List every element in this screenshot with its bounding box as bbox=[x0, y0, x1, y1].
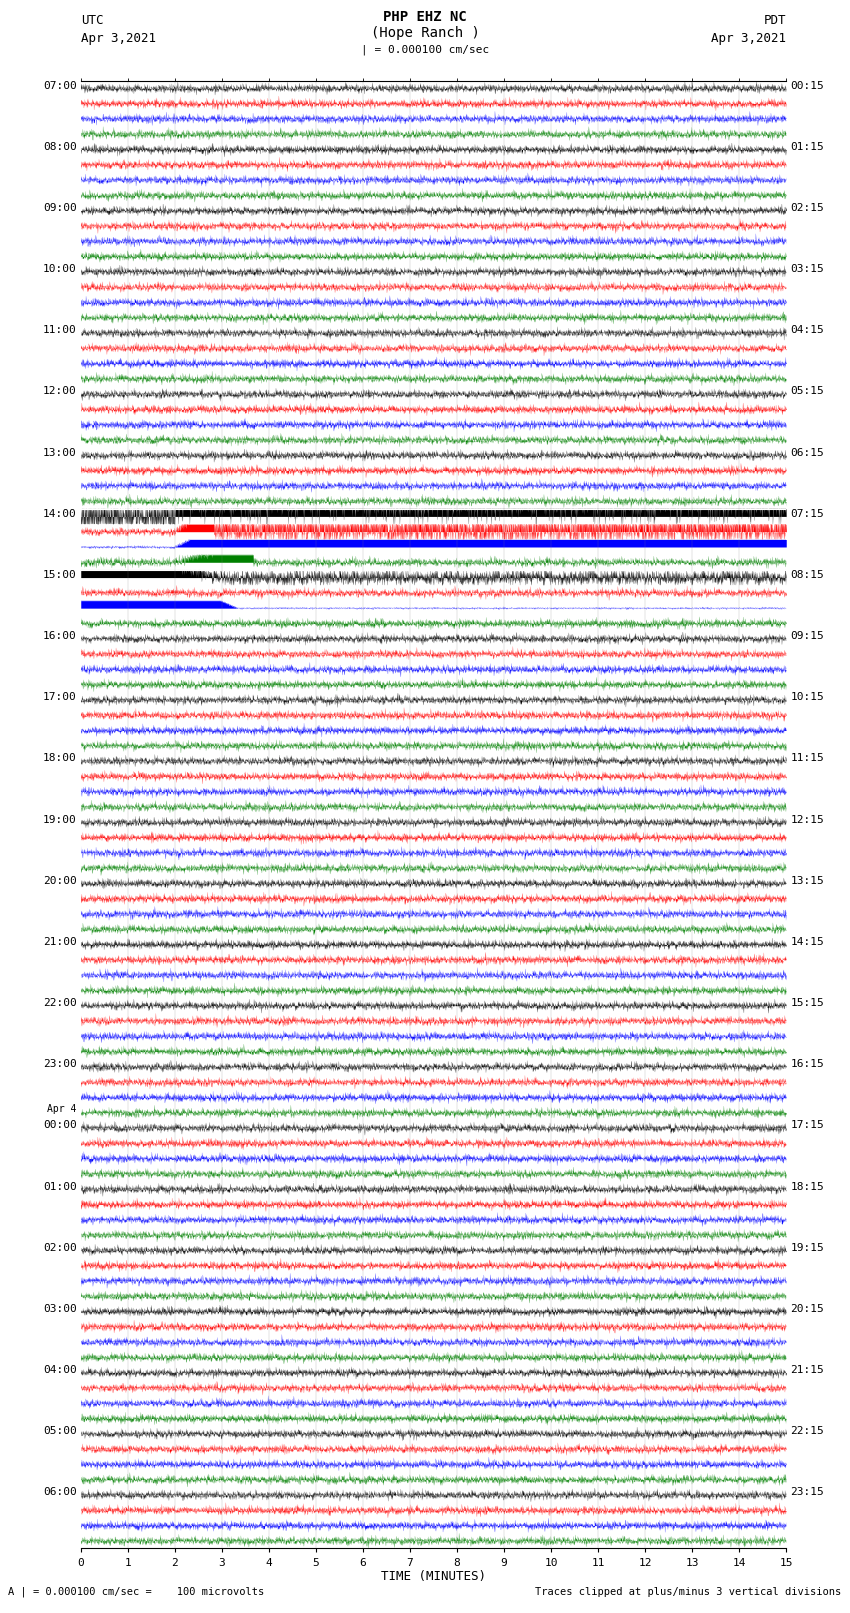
Text: 12:15: 12:15 bbox=[790, 815, 824, 824]
Text: 09:15: 09:15 bbox=[790, 631, 824, 640]
Text: 23:15: 23:15 bbox=[790, 1487, 824, 1497]
Text: 10:15: 10:15 bbox=[790, 692, 824, 702]
Text: 08:00: 08:00 bbox=[42, 142, 76, 152]
Text: 13:15: 13:15 bbox=[790, 876, 824, 886]
Text: 00:00: 00:00 bbox=[42, 1121, 76, 1131]
Text: 19:00: 19:00 bbox=[42, 815, 76, 824]
Text: 21:15: 21:15 bbox=[790, 1365, 824, 1374]
Text: 15:00: 15:00 bbox=[42, 569, 76, 581]
Text: Apr 3,2021: Apr 3,2021 bbox=[81, 32, 156, 45]
Text: 17:15: 17:15 bbox=[790, 1121, 824, 1131]
Text: 21:00: 21:00 bbox=[42, 937, 76, 947]
Text: 05:00: 05:00 bbox=[42, 1426, 76, 1436]
Text: 23:00: 23:00 bbox=[42, 1060, 76, 1069]
Text: (Hope Ranch ): (Hope Ranch ) bbox=[371, 26, 479, 40]
Text: 01:00: 01:00 bbox=[42, 1181, 76, 1192]
Text: 18:15: 18:15 bbox=[790, 1181, 824, 1192]
Text: 02:00: 02:00 bbox=[42, 1242, 76, 1253]
Text: 08:15: 08:15 bbox=[790, 569, 824, 581]
Text: 04:00: 04:00 bbox=[42, 1365, 76, 1374]
Text: 17:00: 17:00 bbox=[42, 692, 76, 702]
Text: 09:00: 09:00 bbox=[42, 203, 76, 213]
Text: 06:15: 06:15 bbox=[790, 447, 824, 458]
Text: PDT: PDT bbox=[764, 15, 786, 27]
Text: 03:00: 03:00 bbox=[42, 1303, 76, 1315]
Text: 16:00: 16:00 bbox=[42, 631, 76, 640]
Text: 06:00: 06:00 bbox=[42, 1487, 76, 1497]
Text: 18:00: 18:00 bbox=[42, 753, 76, 763]
Text: 19:15: 19:15 bbox=[790, 1242, 824, 1253]
Text: 14:15: 14:15 bbox=[790, 937, 824, 947]
Text: 04:15: 04:15 bbox=[790, 326, 824, 336]
Text: 12:00: 12:00 bbox=[42, 387, 76, 397]
Text: A | = 0.000100 cm/sec =    100 microvolts: A | = 0.000100 cm/sec = 100 microvolts bbox=[8, 1586, 264, 1597]
Text: 02:15: 02:15 bbox=[790, 203, 824, 213]
Text: Traces clipped at plus/minus 3 vertical divisions: Traces clipped at plus/minus 3 vertical … bbox=[536, 1587, 842, 1597]
Text: 16:15: 16:15 bbox=[790, 1060, 824, 1069]
Text: 05:15: 05:15 bbox=[790, 387, 824, 397]
Text: 01:15: 01:15 bbox=[790, 142, 824, 152]
Text: PHP EHZ NC: PHP EHZ NC bbox=[383, 10, 467, 24]
Text: 22:00: 22:00 bbox=[42, 998, 76, 1008]
Text: 22:15: 22:15 bbox=[790, 1426, 824, 1436]
Text: 03:15: 03:15 bbox=[790, 265, 824, 274]
Text: Apr 3,2021: Apr 3,2021 bbox=[711, 32, 786, 45]
Text: 07:15: 07:15 bbox=[790, 508, 824, 519]
Text: Apr 4: Apr 4 bbox=[47, 1103, 76, 1115]
Text: 13:00: 13:00 bbox=[42, 447, 76, 458]
Text: UTC: UTC bbox=[81, 15, 103, 27]
Text: 11:15: 11:15 bbox=[790, 753, 824, 763]
Text: 07:00: 07:00 bbox=[42, 81, 76, 90]
Text: 14:00: 14:00 bbox=[42, 508, 76, 519]
Text: 15:15: 15:15 bbox=[790, 998, 824, 1008]
Text: 20:15: 20:15 bbox=[790, 1303, 824, 1315]
Text: 10:00: 10:00 bbox=[42, 265, 76, 274]
X-axis label: TIME (MINUTES): TIME (MINUTES) bbox=[381, 1571, 486, 1584]
Text: 20:00: 20:00 bbox=[42, 876, 76, 886]
Text: | = 0.000100 cm/sec: | = 0.000100 cm/sec bbox=[361, 44, 489, 55]
Text: 11:00: 11:00 bbox=[42, 326, 76, 336]
Text: 00:15: 00:15 bbox=[790, 81, 824, 90]
